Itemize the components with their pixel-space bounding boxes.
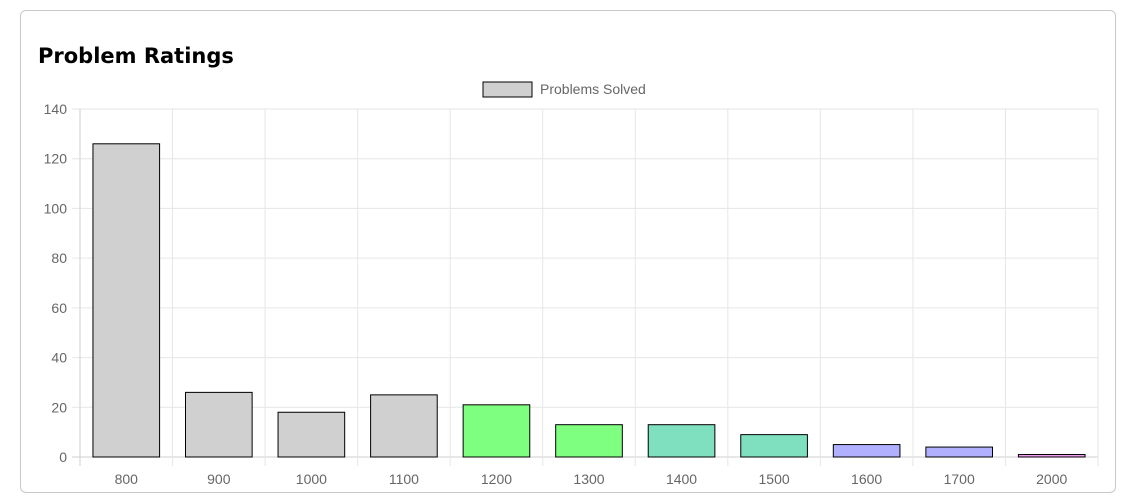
x-tick-label: 900 — [207, 471, 231, 487]
y-tick-label: 0 — [59, 449, 67, 465]
y-axis: 0 20 40 60 80 100 120 140 — [44, 101, 68, 465]
x-tick-label: 1000 — [296, 471, 327, 487]
legend[interactable]: Problems Solved — [482, 81, 646, 98]
legend-swatch[interactable] — [482, 81, 533, 98]
x-tick-label: 1100 — [389, 471, 419, 487]
x-tick-label: 1600 — [851, 471, 882, 487]
bar-1700[interactable] — [925, 446, 993, 458]
bar-1600[interactable] — [832, 444, 901, 458]
x-axis: 800 900 1000 1100 1200 1300 1400 1500 1600 1700 20… — [115, 471, 1068, 487]
x-tick-label: 1400 — [666, 471, 697, 487]
x-tick-label: 1200 — [481, 471, 512, 487]
legend-label[interactable]: Problems Solved — [540, 81, 646, 97]
bar-1500[interactable] — [740, 434, 808, 458]
y-tick-label: 140 — [44, 101, 68, 117]
x-tick-label: 1300 — [573, 471, 604, 487]
y-tick-label: 100 — [44, 200, 68, 216]
bar-1200[interactable] — [462, 404, 531, 458]
y-tick-label: 60 — [51, 300, 67, 316]
bar-1000[interactable] — [277, 411, 346, 458]
bar-1300[interactable] — [555, 424, 623, 458]
bar-1100[interactable] — [370, 394, 438, 458]
y-tick-label: 40 — [51, 350, 67, 366]
grid-lines — [72, 108, 1099, 466]
bar-900[interactable] — [185, 391, 253, 458]
bar-2000[interactable] — [1017, 454, 1086, 458]
x-tick-label: 1700 — [944, 471, 975, 487]
bar-1400[interactable] — [647, 424, 716, 458]
x-tick-label: 2000 — [1036, 471, 1067, 487]
bar-800[interactable] — [92, 143, 161, 458]
chart-title: Problem Ratings — [38, 44, 234, 68]
y-tick-label: 80 — [51, 250, 67, 266]
x-tick-label: 1500 — [759, 471, 790, 487]
bars — [92, 143, 1086, 458]
y-tick-label: 120 — [44, 151, 68, 167]
x-tick-label: 800 — [115, 471, 139, 487]
y-tick-label: 20 — [51, 399, 67, 415]
